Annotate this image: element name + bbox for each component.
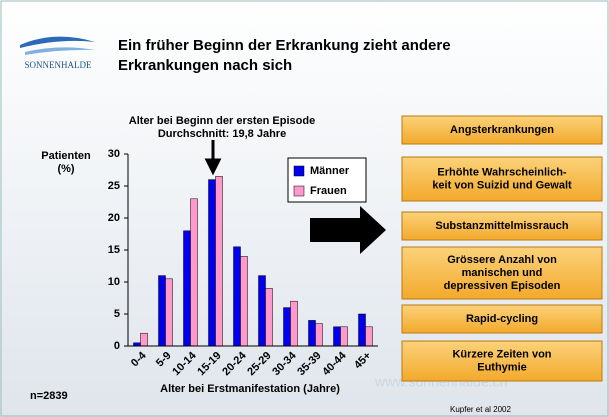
legend-label: Frauen bbox=[310, 185, 347, 197]
consequence-text: Rapid-cycling bbox=[466, 313, 538, 325]
consequence-text: Angsterkrankungen bbox=[450, 124, 554, 136]
logo-swoosh bbox=[20, 36, 95, 48]
bar bbox=[140, 332, 148, 347]
y-axis-label: (%) bbox=[57, 163, 74, 175]
legend-swatch bbox=[293, 185, 305, 197]
bar bbox=[165, 278, 173, 347]
consequence-text: Substanzmittelmissrauch bbox=[435, 220, 569, 232]
consequence-box bbox=[401, 340, 603, 382]
bar bbox=[233, 246, 241, 347]
bar bbox=[183, 230, 191, 347]
consequence-text: Erhöhte Wahrscheinlich- bbox=[437, 166, 567, 178]
consequence-box bbox=[401, 115, 603, 145]
source: Kupfer et al 2002 bbox=[450, 405, 511, 414]
title: Ein früher Beginn der Erkrankung zieht a… bbox=[118, 37, 451, 54]
y-tick-label: 25 bbox=[108, 180, 120, 192]
mean-arrow bbox=[204, 140, 222, 176]
bar bbox=[340, 326, 348, 347]
y-tick-label: 0 bbox=[114, 340, 120, 352]
y-axis-label: Patienten bbox=[41, 150, 91, 162]
bar bbox=[158, 275, 166, 347]
title: Erkrankungen nach sich bbox=[118, 57, 292, 74]
annotation: Alter bei Beginn der ersten Episode bbox=[129, 115, 315, 127]
big-arrow bbox=[310, 206, 386, 254]
y-tick-label: 20 bbox=[108, 212, 120, 224]
consequence-text: keit von Suizid und Gewalt bbox=[432, 179, 572, 191]
annotation: Durchschnitt: 19,8 Jahre bbox=[158, 128, 286, 140]
consequence-list: Angsterkrankungen Erhöhte Wahrscheinlich-… bbox=[401, 115, 603, 382]
consequence-text: Euthymie bbox=[477, 361, 527, 373]
bar bbox=[358, 313, 366, 347]
bar bbox=[265, 288, 273, 347]
logo: SONNENHALDE bbox=[25, 60, 92, 70]
y-tick-label: 10 bbox=[108, 276, 120, 288]
bar bbox=[240, 256, 248, 347]
x-axis-label: Alter bei Erstmanifestation (Jahre) bbox=[160, 383, 340, 395]
bar bbox=[190, 198, 198, 347]
consequence-box bbox=[401, 156, 603, 202]
bar bbox=[215, 176, 223, 347]
legend-swatch bbox=[293, 165, 305, 177]
logo-swoosh bbox=[25, 47, 95, 55]
bar bbox=[308, 320, 316, 347]
consequence-text: manischen und bbox=[462, 267, 543, 279]
consequence-text: Grössere Anzahl von bbox=[447, 254, 557, 266]
bar bbox=[290, 300, 298, 347]
bar bbox=[283, 307, 291, 347]
consequence-box bbox=[401, 304, 603, 334]
bar bbox=[333, 326, 341, 347]
legend-label: Männer bbox=[310, 165, 350, 177]
consequence-box bbox=[401, 246, 603, 300]
y-tick-label: 15 bbox=[108, 244, 120, 256]
bar bbox=[365, 326, 373, 347]
y-tick-label: 30 bbox=[108, 148, 120, 160]
bar bbox=[208, 179, 216, 347]
bar bbox=[258, 275, 266, 347]
y-tick-label: 5 bbox=[114, 308, 120, 320]
consequence-box bbox=[401, 211, 603, 241]
consequence-text: depressiven Episoden bbox=[444, 280, 561, 292]
sample-size: n=2839 bbox=[30, 390, 68, 402]
bar bbox=[315, 323, 323, 347]
consequence-text: Kürzere Zeiten von bbox=[452, 348, 551, 360]
